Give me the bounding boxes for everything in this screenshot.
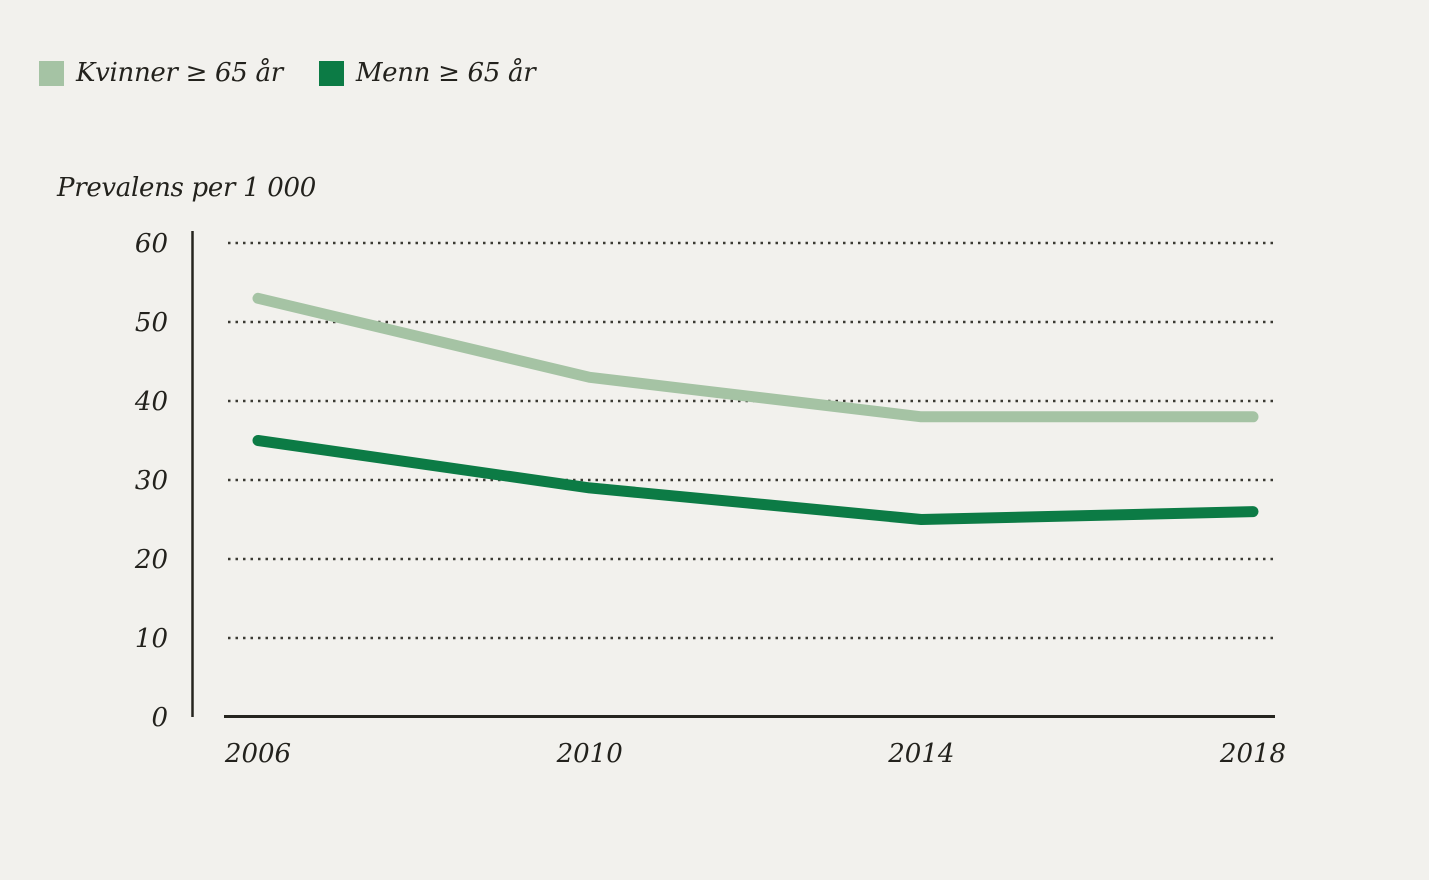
legend-label-menn: Menn ≥ 65 år: [355, 58, 536, 88]
y-tick-label: 40: [134, 387, 168, 417]
legend-item-kvinner: Kvinner ≥ 65 år: [39, 58, 283, 88]
legend-swatch-kvinner-icon: [39, 60, 64, 86]
y-tick-label: 50: [135, 308, 168, 338]
y-tick-label: 10: [135, 624, 168, 654]
y-tick-label: 60: [135, 229, 168, 259]
x-tick-label: 2014: [887, 739, 954, 769]
series-line-kvinner: [252, 292, 1259, 423]
legend-item-menn: Menn ≥ 65 år: [318, 58, 536, 88]
y-tick-label: 20: [134, 545, 168, 575]
y-axis-title: Prevalens per 1 000: [57, 173, 317, 203]
legend-label-kvinner: Kvinner ≥ 65 år: [76, 58, 283, 88]
legend: Kvinner ≥ 65 år Menn ≥ 65 år: [39, 58, 536, 88]
x-tick-label: 2010: [556, 739, 623, 769]
x-tick-label: 2006: [224, 739, 291, 769]
series-line-menn: [252, 435, 1259, 525]
y-tick-label: 0: [151, 703, 168, 733]
legend-swatch-menn-icon: [318, 60, 344, 86]
x-tick-label: 2018: [1219, 739, 1286, 769]
y-tick-label: 30: [135, 466, 168, 496]
